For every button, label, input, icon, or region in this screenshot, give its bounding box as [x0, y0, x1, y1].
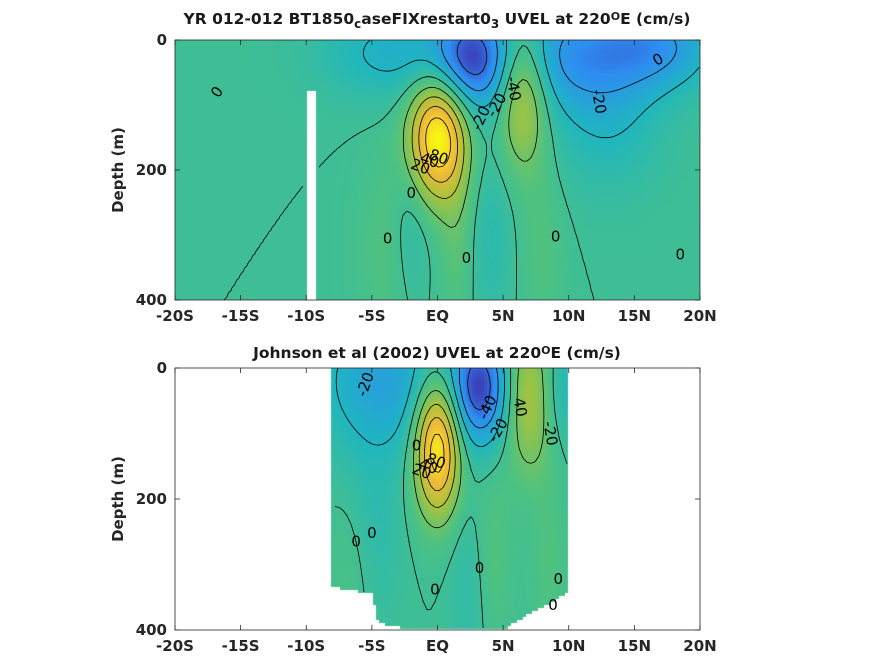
y-tick-label: 0 — [157, 359, 167, 377]
y-tick-label: 200 — [136, 161, 167, 179]
contour-label: 40 — [418, 149, 442, 172]
contour-line — [362, 39, 700, 139]
contour-label: 0 — [475, 559, 485, 577]
contour-line — [430, 433, 445, 473]
x-tick-label: -10S — [287, 637, 325, 655]
contour-label: 80 — [424, 449, 448, 472]
y-tick-label: 400 — [136, 291, 167, 309]
chart-title: YR 012-012 BT1850caseFIXrestart03 UVEL a… — [183, 10, 691, 31]
contour-label: 0 — [676, 246, 686, 264]
x-tick-label: 5N — [492, 307, 515, 325]
y-tick-label: 200 — [136, 490, 167, 508]
uvel-field — [175, 40, 700, 300]
contour-line — [459, 367, 499, 429]
x-tick-label: -20S — [156, 307, 194, 325]
contour-label: 0 — [462, 249, 472, 267]
x-tick-label: -15S — [222, 307, 260, 325]
x-tick-label: 10N — [552, 307, 585, 325]
contour-label: 0 — [548, 596, 558, 614]
y-tick-label: 400 — [136, 621, 167, 639]
contour-lines — [334, 367, 568, 629]
x-tick-label: 20N — [683, 637, 716, 655]
x-tick-label: EQ — [426, 307, 449, 325]
contour-label: 40 — [416, 455, 440, 478]
x-tick-label: 5N — [492, 637, 515, 655]
x-tick-label: 10N — [552, 637, 585, 655]
contour-line — [402, 79, 538, 228]
contour-label: 20 — [408, 155, 432, 178]
contour-label: 0 — [406, 184, 416, 202]
contour-label: -20 — [588, 88, 610, 115]
contour-line — [441, 39, 677, 94]
contour-line — [424, 417, 451, 492]
x-tick-label: 15N — [618, 637, 651, 655]
uvel-field — [175, 368, 700, 630]
contour-label: 0 — [551, 227, 561, 245]
contour-line — [334, 367, 568, 629]
y-axis-label: Depth (m) — [109, 456, 127, 542]
contour-label: 20 — [410, 460, 434, 483]
x-tick-label: -5S — [358, 307, 385, 325]
x-tick-label: -20S — [156, 637, 194, 655]
contour-label: -20 — [539, 420, 561, 447]
x-tick-label: EQ — [426, 637, 449, 655]
contour-label: 0 — [383, 229, 393, 247]
contour-line — [335, 367, 505, 447]
contour-line — [223, 44, 595, 301]
contour-label: 0 — [351, 533, 361, 551]
y-tick-label: 0 — [157, 31, 167, 49]
contour-label: 0 — [367, 524, 377, 542]
contour-label: 0 — [412, 436, 422, 454]
x-tick-label: -10S — [287, 307, 325, 325]
contour-line — [467, 367, 491, 411]
contour-line — [411, 96, 465, 199]
contour-line — [425, 117, 452, 168]
contour-label: -40 — [503, 75, 525, 102]
x-tick-label: -5S — [358, 637, 385, 655]
x-tick-label: 20N — [683, 307, 716, 325]
x-tick-label: 15N — [618, 307, 651, 325]
contour-lines — [223, 39, 700, 301]
contour-line — [413, 367, 545, 529]
contour-line — [418, 105, 458, 183]
contour-line — [456, 39, 488, 76]
y-axis-label: Depth (m) — [109, 127, 127, 213]
contour-label: 80 — [427, 145, 451, 168]
x-tick-label: -15S — [222, 637, 260, 655]
contour-label: 40 — [510, 396, 531, 418]
contour-line — [418, 403, 456, 508]
contour-label: 0 — [430, 580, 440, 598]
chart-title: Johnson et al (2002) UVEL at 220OE (cm/s… — [252, 344, 621, 362]
contour-label: 0 — [553, 570, 563, 588]
